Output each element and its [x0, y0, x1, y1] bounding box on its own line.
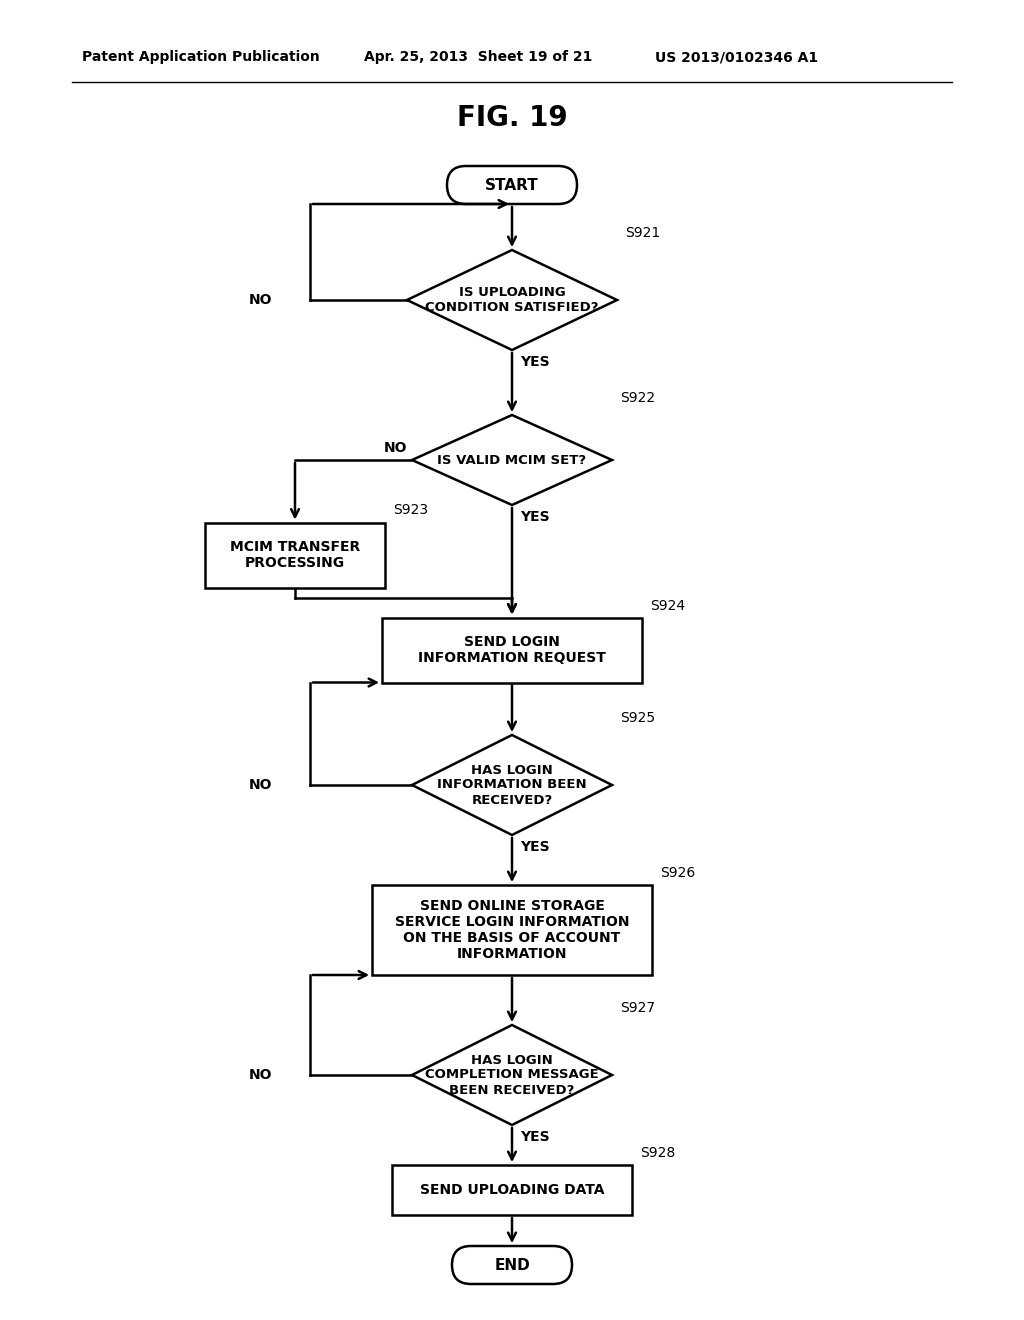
Text: S927: S927	[620, 1001, 655, 1015]
Text: NO: NO	[384, 441, 407, 455]
Text: S925: S925	[620, 711, 655, 725]
Bar	[205, 523, 385, 587]
Text: S922: S922	[620, 391, 655, 405]
Text: US 2013/0102346 A1: US 2013/0102346 A1	[655, 50, 818, 65]
Text: FIG. 19: FIG. 19	[457, 104, 567, 132]
Text: YES: YES	[520, 1130, 550, 1144]
Text: NO: NO	[249, 1068, 272, 1082]
Text: IS UPLOADING
CONDITION SATISFIED?: IS UPLOADING CONDITION SATISFIED?	[425, 286, 599, 314]
FancyBboxPatch shape	[452, 1246, 572, 1284]
Text: S926: S926	[660, 866, 695, 880]
Text: Patent Application Publication: Patent Application Publication	[82, 50, 319, 65]
Text: HAS LOGIN
INFORMATION BEEN
RECEIVED?: HAS LOGIN INFORMATION BEEN RECEIVED?	[437, 763, 587, 807]
Text: HAS LOGIN
COMPLETION MESSAGE
BEEN RECEIVED?: HAS LOGIN COMPLETION MESSAGE BEEN RECEIV…	[425, 1053, 599, 1097]
Bar	[372, 884, 652, 975]
Text: YES: YES	[520, 355, 550, 370]
Text: YES: YES	[520, 510, 550, 524]
Text: S924: S924	[650, 598, 685, 612]
Text: NO: NO	[249, 293, 272, 308]
Polygon shape	[412, 1026, 612, 1125]
FancyBboxPatch shape	[447, 166, 577, 205]
Text: S928: S928	[640, 1146, 675, 1160]
Text: SEND LOGIN
INFORMATION REQUEST: SEND LOGIN INFORMATION REQUEST	[418, 635, 606, 665]
Bar	[392, 1166, 632, 1214]
Text: START: START	[485, 177, 539, 193]
Polygon shape	[412, 414, 612, 506]
Text: IS VALID MCIM SET?: IS VALID MCIM SET?	[437, 454, 587, 466]
Polygon shape	[412, 735, 612, 836]
Text: END: END	[495, 1258, 529, 1272]
Bar	[382, 618, 642, 682]
Text: YES: YES	[520, 840, 550, 854]
Text: MCIM TRANSFER
PROCESSING: MCIM TRANSFER PROCESSING	[229, 540, 360, 570]
Text: SEND UPLOADING DATA: SEND UPLOADING DATA	[420, 1183, 604, 1197]
Text: S921: S921	[625, 226, 660, 240]
Text: SEND ONLINE STORAGE
SERVICE LOGIN INFORMATION
ON THE BASIS OF ACCOUNT
INFORMATIO: SEND ONLINE STORAGE SERVICE LOGIN INFORM…	[394, 899, 630, 961]
Text: NO: NO	[249, 777, 272, 792]
Text: Apr. 25, 2013  Sheet 19 of 21: Apr. 25, 2013 Sheet 19 of 21	[364, 50, 592, 65]
Text: S923: S923	[393, 503, 428, 517]
Polygon shape	[407, 249, 617, 350]
